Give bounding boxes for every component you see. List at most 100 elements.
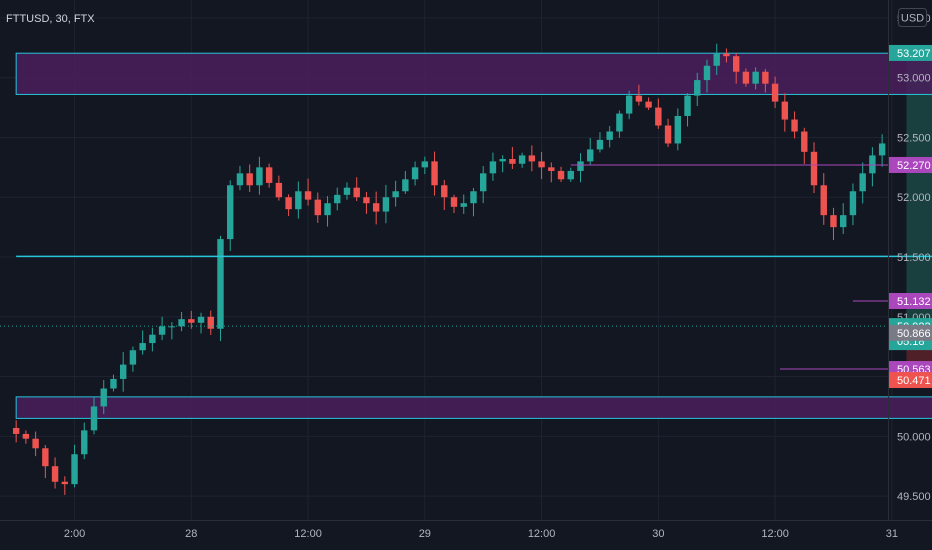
zone-layer [15, 52, 932, 419]
candle [42, 445, 49, 479]
candle [285, 194, 292, 217]
price-axis-tick: 53.000 [897, 73, 931, 85]
candle-body [518, 155, 526, 164]
candle-body [129, 350, 137, 365]
price-axis-tick: 52.500 [897, 132, 931, 144]
price-axis-tick: 51.500 [897, 252, 931, 264]
candle-body [100, 388, 107, 407]
candle [664, 118, 672, 148]
price-label-51132-bg [889, 293, 932, 310]
candle-body [12, 427, 20, 434]
candle-body [450, 197, 458, 207]
candle-body [372, 203, 380, 212]
price-label-target-text: 53.207 [897, 48, 931, 60]
candle-body [149, 334, 156, 344]
candle [227, 180, 234, 251]
candle-body [528, 155, 536, 162]
candle [596, 132, 604, 153]
currency-button-frame [898, 8, 927, 27]
candle-body [703, 65, 711, 81]
candle [334, 187, 341, 211]
candle-body [431, 161, 438, 186]
symbol-title[interactable]: FTTUSD, 30, FTX [6, 13, 95, 25]
candle-body [840, 215, 847, 228]
currency-button[interactable]: USD [898, 8, 927, 27]
candle-body [752, 71, 759, 84]
candle [139, 330, 146, 355]
candle-body [139, 343, 146, 351]
candle [723, 48, 730, 63]
currency-label: USD [901, 13, 924, 25]
candle-body [392, 191, 399, 198]
candle-body [674, 115, 681, 144]
candle [217, 235, 224, 342]
price-label-target-bg [889, 44, 932, 61]
candle [275, 175, 283, 201]
candle-body [606, 131, 613, 140]
candle-body [694, 80, 701, 96]
candle [732, 52, 740, 84]
level-layer [0, 164, 932, 370]
candles-layer [12, 43, 886, 495]
candle [830, 207, 837, 240]
price-label-stop-bg [889, 372, 932, 389]
candle-body [616, 113, 623, 132]
candle [149, 327, 156, 352]
candle-body [32, 438, 39, 449]
price-axis-tick: 52.000 [897, 192, 931, 204]
candle [771, 76, 779, 109]
candle-body [480, 173, 487, 192]
candle-body [275, 182, 283, 198]
candle-body [499, 158, 506, 162]
candle [470, 187, 477, 217]
candle-body [781, 101, 789, 120]
candle [392, 180, 399, 207]
candle [635, 84, 643, 106]
candle [207, 310, 214, 335]
candle-body [577, 161, 584, 171]
candle [382, 184, 390, 224]
candle-body [295, 191, 302, 210]
candle [742, 68, 750, 87]
candle [587, 137, 594, 166]
candle [450, 194, 458, 214]
candle-body [207, 316, 214, 329]
candle [480, 166, 487, 204]
candle-body [22, 433, 30, 439]
candle [752, 67, 759, 90]
candle [460, 194, 467, 214]
candle [61, 476, 69, 495]
candle-body [343, 187, 351, 195]
candle [324, 196, 331, 227]
candle-body [51, 466, 59, 482]
candle [168, 322, 176, 340]
candle-body [382, 197, 390, 212]
candle [32, 431, 39, 457]
candle [431, 151, 438, 196]
candle-body [849, 191, 857, 216]
time-axis-tick: 29 [419, 528, 431, 540]
candle-body [324, 203, 331, 216]
candle-body [567, 170, 574, 180]
candle [606, 126, 613, 148]
candle-body [587, 149, 594, 162]
candle [820, 173, 827, 225]
candle-body [178, 319, 185, 327]
candle-body [353, 187, 360, 198]
candle [655, 98, 662, 129]
candle [22, 430, 30, 444]
candle-body [762, 71, 769, 84]
candle-body [509, 158, 516, 164]
candle [110, 374, 117, 392]
candle [295, 181, 302, 219]
candle-body [441, 185, 448, 198]
candle-body [538, 161, 545, 168]
candle-body [713, 53, 720, 66]
candle-body [265, 167, 273, 183]
candle-body [61, 481, 69, 485]
candle-body [256, 167, 263, 186]
candle [314, 192, 321, 223]
candle [12, 420, 20, 443]
